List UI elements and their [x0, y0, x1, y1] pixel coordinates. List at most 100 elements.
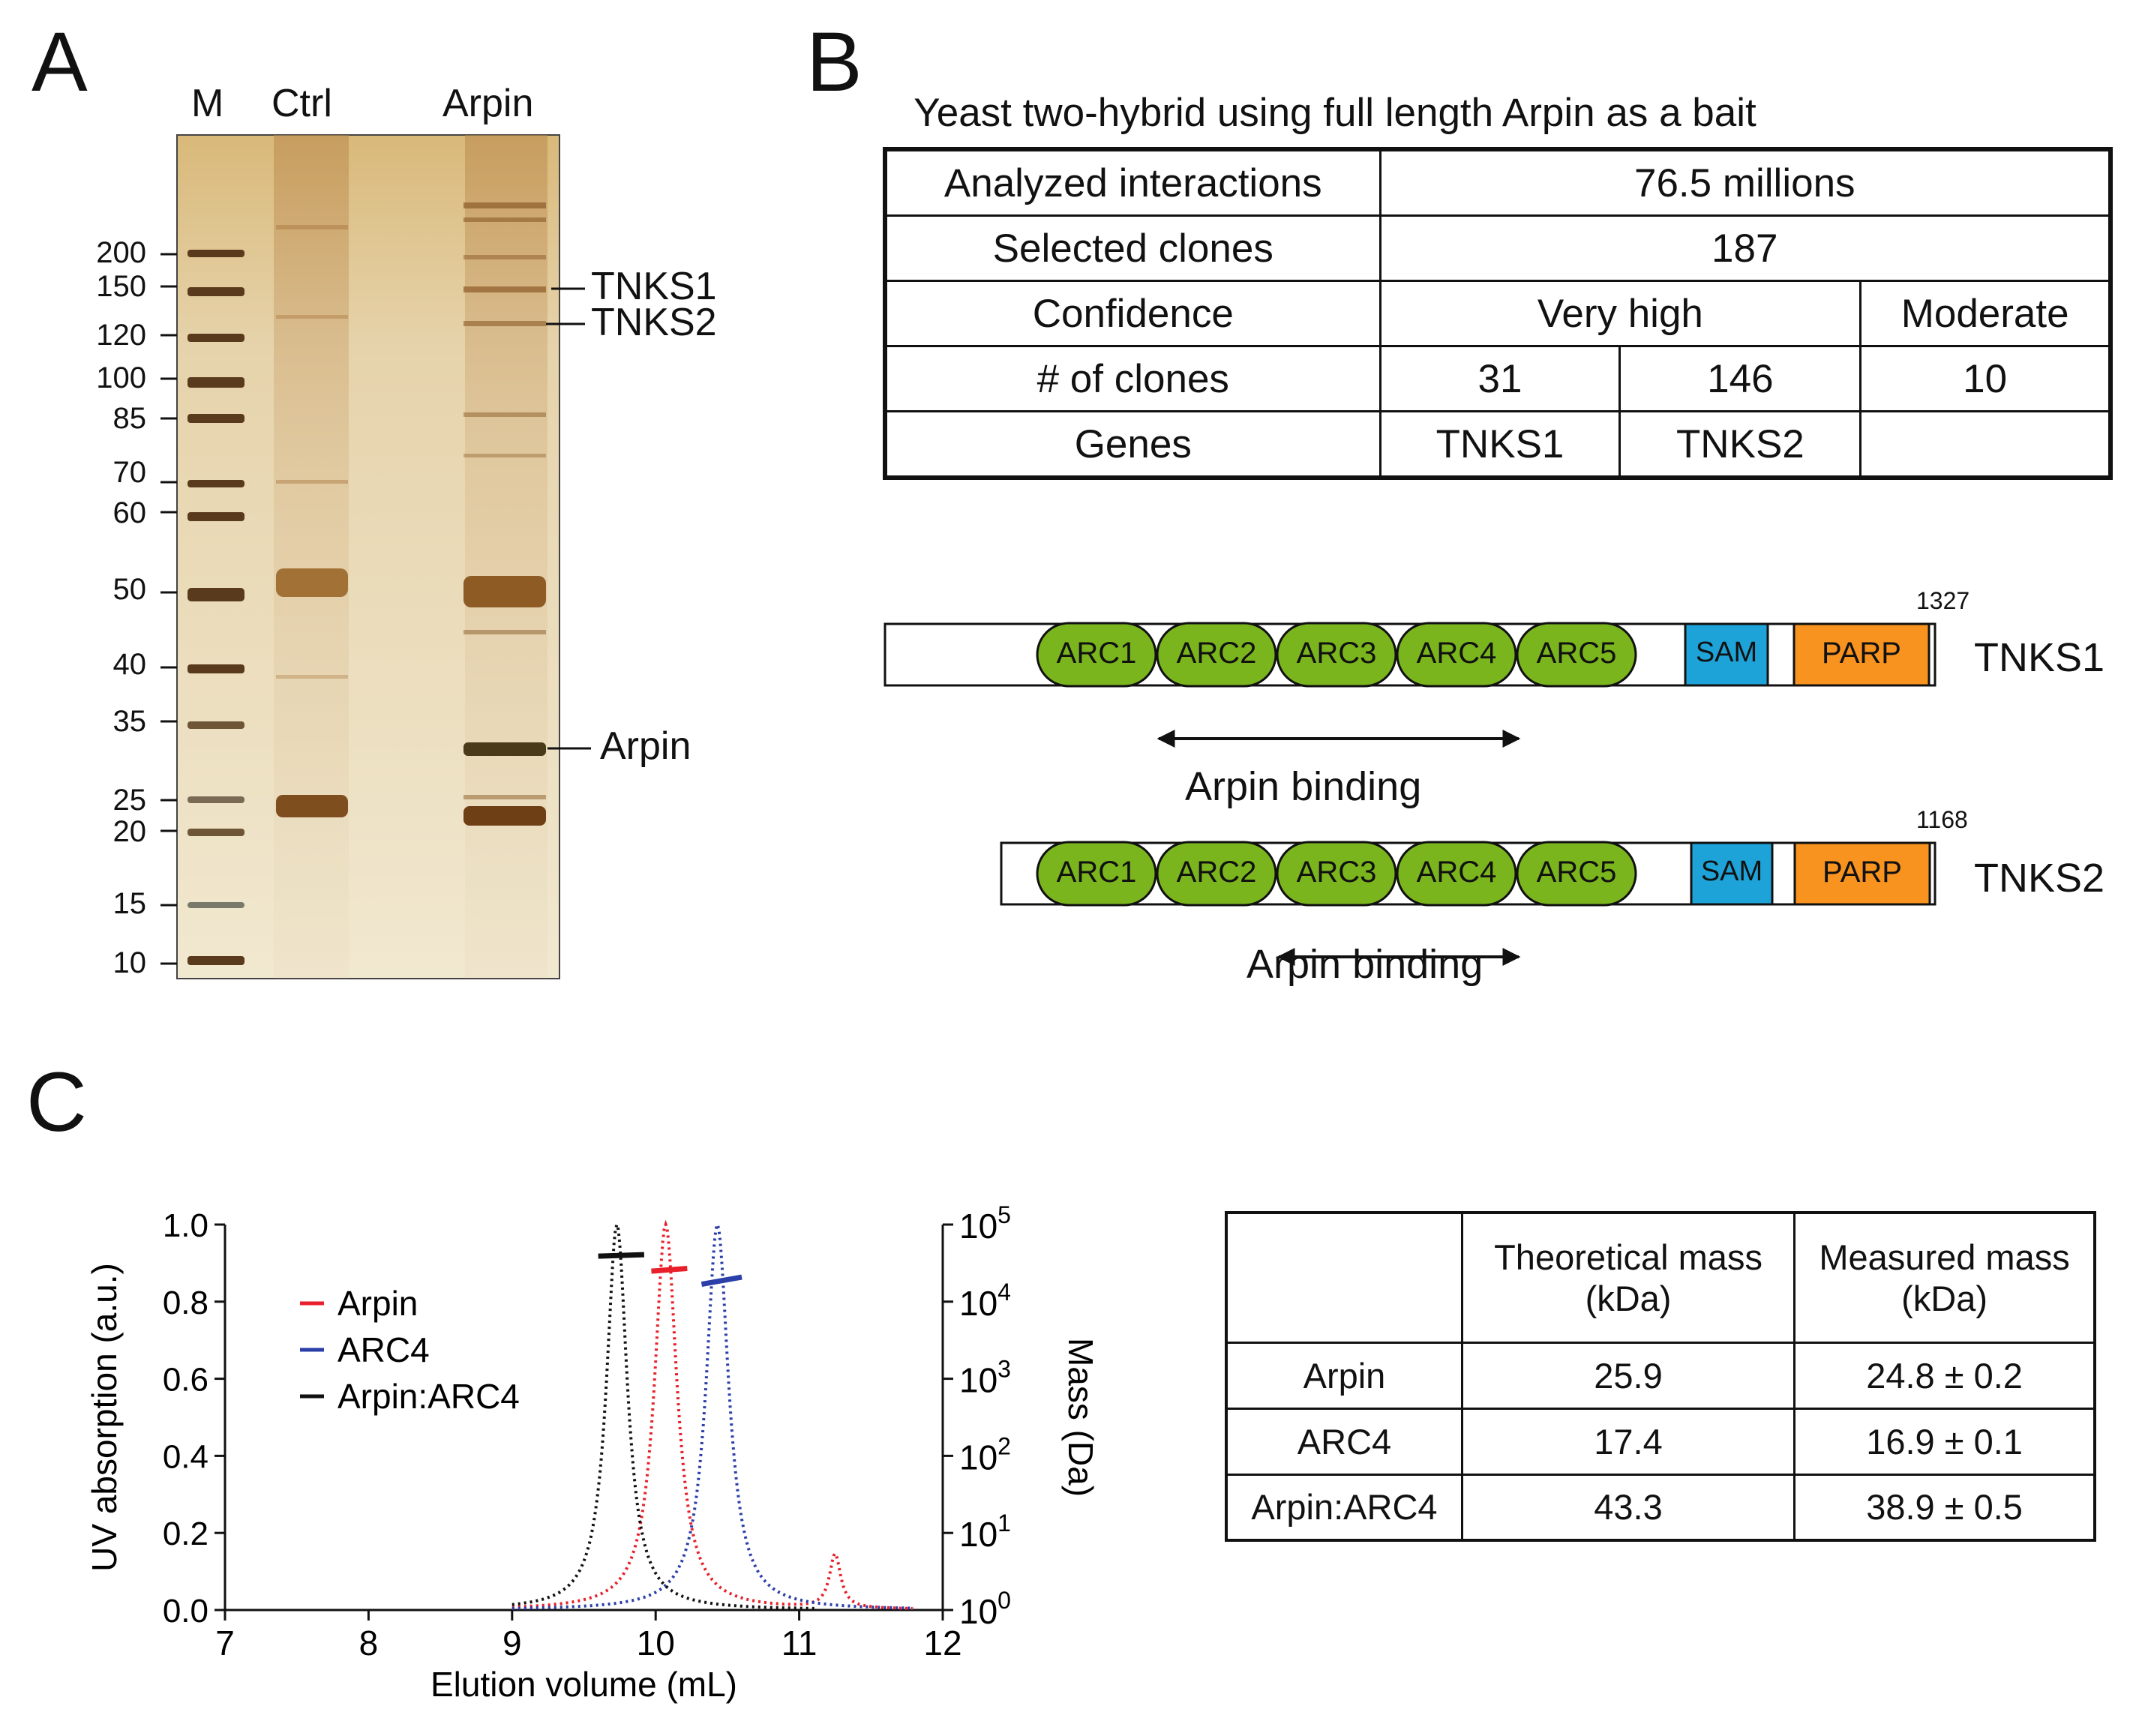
tnks2-arc2 — [1156, 841, 1277, 907]
gel-image — [160, 134, 591, 979]
band-label-tnks1: TNKS1 — [591, 265, 717, 308]
row-label-genes: Genes — [884, 410, 1382, 479]
y2-tick-label: 105 — [959, 1201, 1011, 1246]
value-clones-c: 10 — [1859, 345, 2112, 412]
ctrl-bands — [276, 225, 348, 817]
tnks1-binding-label: Arpin binding — [1185, 764, 1422, 809]
tnks2-arc2-label: ARC2 — [1176, 856, 1257, 889]
tnks1-sam — [1684, 622, 1769, 687]
tnks2-arc4 — [1396, 841, 1517, 907]
legend-label: ARC4 — [338, 1330, 430, 1369]
tnks2-diagram — [1000, 841, 1936, 966]
tnks1-arc5 — [1516, 622, 1637, 688]
tnks1-diagram — [884, 622, 1936, 748]
mw-ticks — [160, 253, 177, 965]
mass-row-measured: 24.8 ± 0.2 — [1793, 1341, 2096, 1410]
row-label-clones: # of clones — [884, 345, 1382, 412]
panel-a-letter: A — [32, 15, 88, 109]
x-tick-label: 9 — [502, 1624, 522, 1663]
legend-label: Arpin — [338, 1284, 418, 1323]
tnks1-length: 1327 — [1916, 587, 1970, 614]
series-line-arc4 — [512, 1219, 914, 1610]
mass-segment-arc4 — [700, 1274, 742, 1288]
mass-segment-arpin-arc4 — [598, 1252, 645, 1259]
mw-label-200: 200 — [96, 236, 146, 269]
mass-row-measured: 16.9 ± 0.1 — [1793, 1407, 2096, 1476]
y2h-table-title: Yeast two-hybrid using full length Arpin… — [914, 91, 1756, 135]
mass-row-theoretical: 43.3 — [1460, 1473, 1796, 1542]
tnks2-length: 1168 — [1916, 806, 1968, 833]
value-selected: 187 — [1378, 214, 2112, 282]
arpin-bands — [464, 202, 546, 826]
tnks2-sam — [1690, 841, 1774, 906]
x-tick-label: 12 — [923, 1624, 962, 1663]
mass-row-name: ARC4 — [1225, 1407, 1463, 1476]
mw-label-20: 20 — [112, 815, 147, 848]
band-leaders — [546, 287, 591, 750]
row-label-selected: Selected clones — [884, 214, 1382, 282]
mw-label-10: 10 — [112, 946, 147, 979]
tnks2-arc3-label: ARC3 — [1296, 856, 1377, 889]
mw-label-60: 60 — [112, 496, 147, 529]
x-tick-label: 11 — [782, 1624, 818, 1663]
value-genes-c — [1859, 410, 2112, 479]
mass-row-theoretical: 17.4 — [1460, 1407, 1796, 1476]
tnks2-binding-label: Arpin binding — [1246, 942, 1484, 987]
tnks2-arc4-label: ARC4 — [1416, 856, 1497, 889]
mw-label-35: 35 — [112, 705, 147, 738]
panel-c-letter: C — [26, 1055, 87, 1149]
value-moderate: Moderate — [1859, 280, 2112, 347]
tnks1-arc4 — [1396, 622, 1517, 688]
mass-row-theoretical: 25.9 — [1460, 1341, 1796, 1410]
tnks1-parp-label: PARP — [1822, 637, 1901, 670]
tnks1-arc5-label: ARC5 — [1536, 637, 1617, 670]
mass-header-empty — [1225, 1211, 1463, 1344]
value-very-high: Very high — [1378, 280, 1862, 347]
table-row: # of clones 31 146 10 — [884, 345, 2112, 412]
tnks2-arc1 — [1036, 841, 1157, 907]
y2-tick-label: 104 — [959, 1279, 1011, 1323]
mw-label-120: 120 — [96, 319, 146, 352]
value-genes-b: TNKS2 — [1618, 410, 1862, 479]
mw-label-40: 40 — [112, 648, 147, 681]
y2h-table: Analyzed interactions 76.5 millions Sele… — [883, 147, 2113, 480]
table-row: Arpin:ARC4 43.3 38.9 ± 0.5 — [1225, 1473, 2096, 1542]
value-clones-a: 31 — [1378, 345, 1622, 412]
series-line-arpin — [512, 1219, 913, 1610]
value-genes-a: TNKS1 — [1378, 410, 1622, 479]
y-axis-label: UV absorption (a.u.) — [85, 1263, 124, 1572]
tnks2-arc1-label: ARC1 — [1056, 856, 1137, 889]
row-label-analyzed: Analyzed interactions — [884, 148, 1382, 217]
mass-segment-arpin — [651, 1266, 688, 1274]
mass-row-measured: 38.9 ± 0.5 — [1793, 1473, 2096, 1542]
table-row: ARC4 17.4 16.9 ± 0.1 — [1225, 1407, 2096, 1476]
tnks1-arc3 — [1276, 622, 1397, 688]
mw-label-85: 85 — [112, 402, 147, 435]
tnks2-sam-label: SAM — [1700, 856, 1763, 887]
sec-chart: 7 8 9 10 11 12 0.0 0.2 0.4 0.6 0.8 1.0 100 101 102 103 1… — [85, 1201, 1100, 1704]
domain-diagrams — [884, 622, 1936, 966]
lane-label-m: M — [191, 82, 224, 125]
tnks1-arc1-label: ARC1 — [1056, 637, 1137, 670]
table-row: Genes TNKS1 TNKS2 — [884, 410, 2112, 479]
y2-tick-label: 102 — [959, 1432, 1011, 1477]
value-clones-b: 146 — [1618, 345, 1862, 412]
tnks2-parp-label: PARP — [1822, 856, 1902, 889]
mw-label-70: 70 — [112, 456, 147, 489]
y2-axis-label: Mass (Da) — [1061, 1338, 1100, 1497]
y2-tick-label: 103 — [959, 1356, 1011, 1400]
mass-row-name: Arpin:ARC4 — [1225, 1473, 1463, 1542]
table-row: Arpin 25.9 24.8 ± 0.2 — [1225, 1341, 2096, 1410]
table-row: Theoretical mass (kDa) Measured mass (kD… — [1225, 1211, 2096, 1344]
mass-header-measured: Measured mass (kDa) — [1793, 1211, 2096, 1344]
mw-label-15: 15 — [112, 887, 147, 920]
y2-tick-label: 101 — [959, 1510, 1011, 1554]
y-tick-label: 0.2 — [163, 1516, 208, 1552]
legend-label: Arpin:ARC4 — [338, 1377, 520, 1416]
table-row: Analyzed interactions 76.5 millions — [884, 148, 2112, 217]
tnks1-name: TNKS1 — [1974, 635, 2105, 680]
tnks2-arc5-label: ARC5 — [1536, 856, 1617, 889]
table-row: Selected clones 187 — [884, 214, 2112, 282]
panel-b-letter: B — [806, 15, 862, 109]
tnks1-parp — [1792, 622, 1930, 687]
